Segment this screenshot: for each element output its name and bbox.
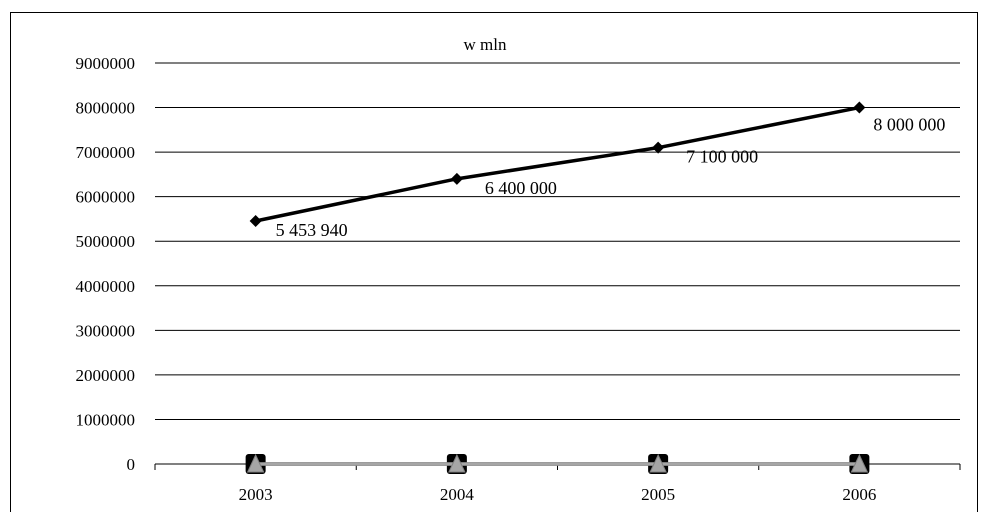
data-label: 5 453 940 [276,220,348,240]
data-point-marker [448,453,466,473]
data-point-marker [249,214,262,227]
data-point-marker [853,101,866,114]
y-tick-label: 7000000 [76,143,136,162]
x-tick-label: 2005 [641,485,675,504]
y-tick-label: 1000000 [76,410,136,429]
data-point-marker [850,453,869,473]
series-line [255,105,860,223]
gridlines [154,62,961,470]
y-axis-tick-labels: 0 1000000 2000000 3000000 4000000 5000000 6000… [76,54,136,474]
data-point-marker [246,453,265,473]
data-point-marker [649,453,667,473]
y-tick-label: 9000000 [76,54,136,73]
x-tick-label: 2003 [239,485,273,504]
y-tick-label: 5000000 [76,232,136,251]
y-tick-label: 0 [127,455,136,474]
data-point-marker [450,172,463,185]
x-tick-label: 2006 [842,485,876,504]
x-axis-tick-labels: 2003 2004 2005 2006 [239,485,877,504]
series-3 [246,453,869,473]
y-tick-label: 6000000 [76,188,136,207]
data-label: 6 400 000 [485,178,557,198]
y-tick-label: 2000000 [76,366,136,385]
data-label: 7 100 000 [686,147,758,167]
data-label: 8 000 000 [873,115,945,135]
chart-frame [10,12,978,512]
x-tick-label: 2004 [440,485,475,504]
y-tick-label: 8000000 [76,99,136,118]
series-1: 5 453 940 6 400 000 7 100 000 8 000 000 [249,101,945,240]
chart-title: w mln [464,35,507,54]
y-tick-label: 3000000 [76,321,136,340]
series-layer: 5 453 940 6 400 000 7 100 000 8 000 000 [245,101,945,474]
y-tick-label: 4000000 [76,277,136,296]
data-point-marker [652,141,665,154]
